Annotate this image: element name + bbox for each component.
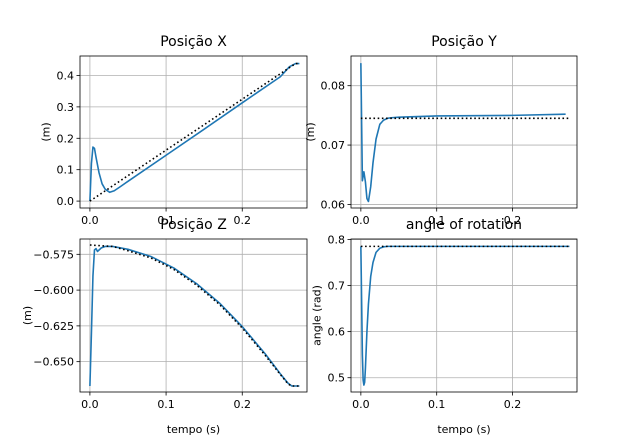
x-axis-label: tempo (s): [437, 423, 490, 436]
axes-frame: [79, 55, 308, 209]
y-tick-label: 0.2: [57, 132, 75, 145]
y-tick-label: 0.5: [328, 372, 346, 385]
axes-frame: [350, 55, 578, 209]
y-tick-label: 0.07: [321, 139, 346, 152]
y-tick-label: 0.1: [57, 164, 75, 177]
chart-panel-3: 0.0 0.1 0.2 −0.575 −0.600 −0.625 −0.650 Posição…: [21, 217, 308, 436]
y-tick-label: −0.650: [33, 356, 74, 369]
y-axis-label: angle (rad): [310, 285, 323, 346]
y-tick-label: −0.600: [33, 284, 74, 297]
y-tick-label: 0.8: [328, 233, 346, 246]
data-line: [89, 245, 300, 387]
chart-title: Posição Y: [431, 34, 497, 50]
y-axis-label: (m): [21, 306, 34, 325]
x-tick-label: 0.0: [81, 214, 99, 227]
y-tick-label: 0.4: [57, 69, 75, 82]
chart-panel-4: 0.0 0.1 0.2 0.5 0.6 0.7 0.8 angle of rotation an…: [310, 217, 578, 436]
reference-line: [89, 62, 300, 202]
x-tick-label: 0.0: [352, 214, 370, 227]
chart-title: Posição Z: [160, 217, 227, 233]
chart-panel-2: 0.0 0.1 0.2 0.06 0.07 0.08 Posição Y (m): [304, 34, 578, 227]
x-tick-label: 0.1: [157, 398, 175, 411]
x-tick-label: 0.1: [157, 214, 175, 227]
x-tick-label: 0.1: [428, 398, 446, 411]
x-axis-label: tempo (s): [167, 423, 220, 436]
grid: [80, 239, 307, 392]
x-tick-label: 0.0: [81, 398, 99, 411]
x-tick-label: 0.2: [504, 214, 522, 227]
x-tick-label: 0.2: [504, 398, 522, 411]
y-tick-label: 0.08: [321, 80, 346, 93]
y-tick-label: −0.625: [33, 320, 74, 333]
grid: [351, 239, 577, 392]
y-tick-label: 0.3: [57, 101, 75, 114]
grid: [351, 56, 577, 208]
data-line: [89, 62, 300, 202]
y-axis-label: (m): [39, 122, 52, 141]
chart-panel-1: 0.0 0.1 0.2 0.0 0.1 0.2 0.3 0.4 Posição X (m): [39, 34, 308, 227]
axes-frame: [350, 238, 578, 393]
x-tick-label: 0.0: [352, 398, 370, 411]
y-tick-label: 0.7: [328, 280, 346, 293]
chart-title: Posição X: [160, 34, 227, 50]
y-tick-label: −0.575: [33, 248, 74, 261]
y-tick-label: 0.6: [328, 326, 346, 339]
x-tick-label: 0.2: [234, 398, 252, 411]
reference-line: [89, 244, 300, 387]
data-line: [360, 63, 566, 203]
data-line: [360, 245, 570, 386]
chart-title: angle of rotation: [406, 217, 522, 233]
axes-frame: [79, 238, 308, 393]
y-axis-label: (m): [304, 122, 317, 141]
y-tick-label: 0.0: [57, 195, 75, 208]
y-tick-label: 0.06: [321, 198, 346, 211]
x-tick-label: 0.1: [428, 214, 446, 227]
grid: [80, 56, 307, 208]
x-tick-label: 0.2: [234, 214, 252, 227]
